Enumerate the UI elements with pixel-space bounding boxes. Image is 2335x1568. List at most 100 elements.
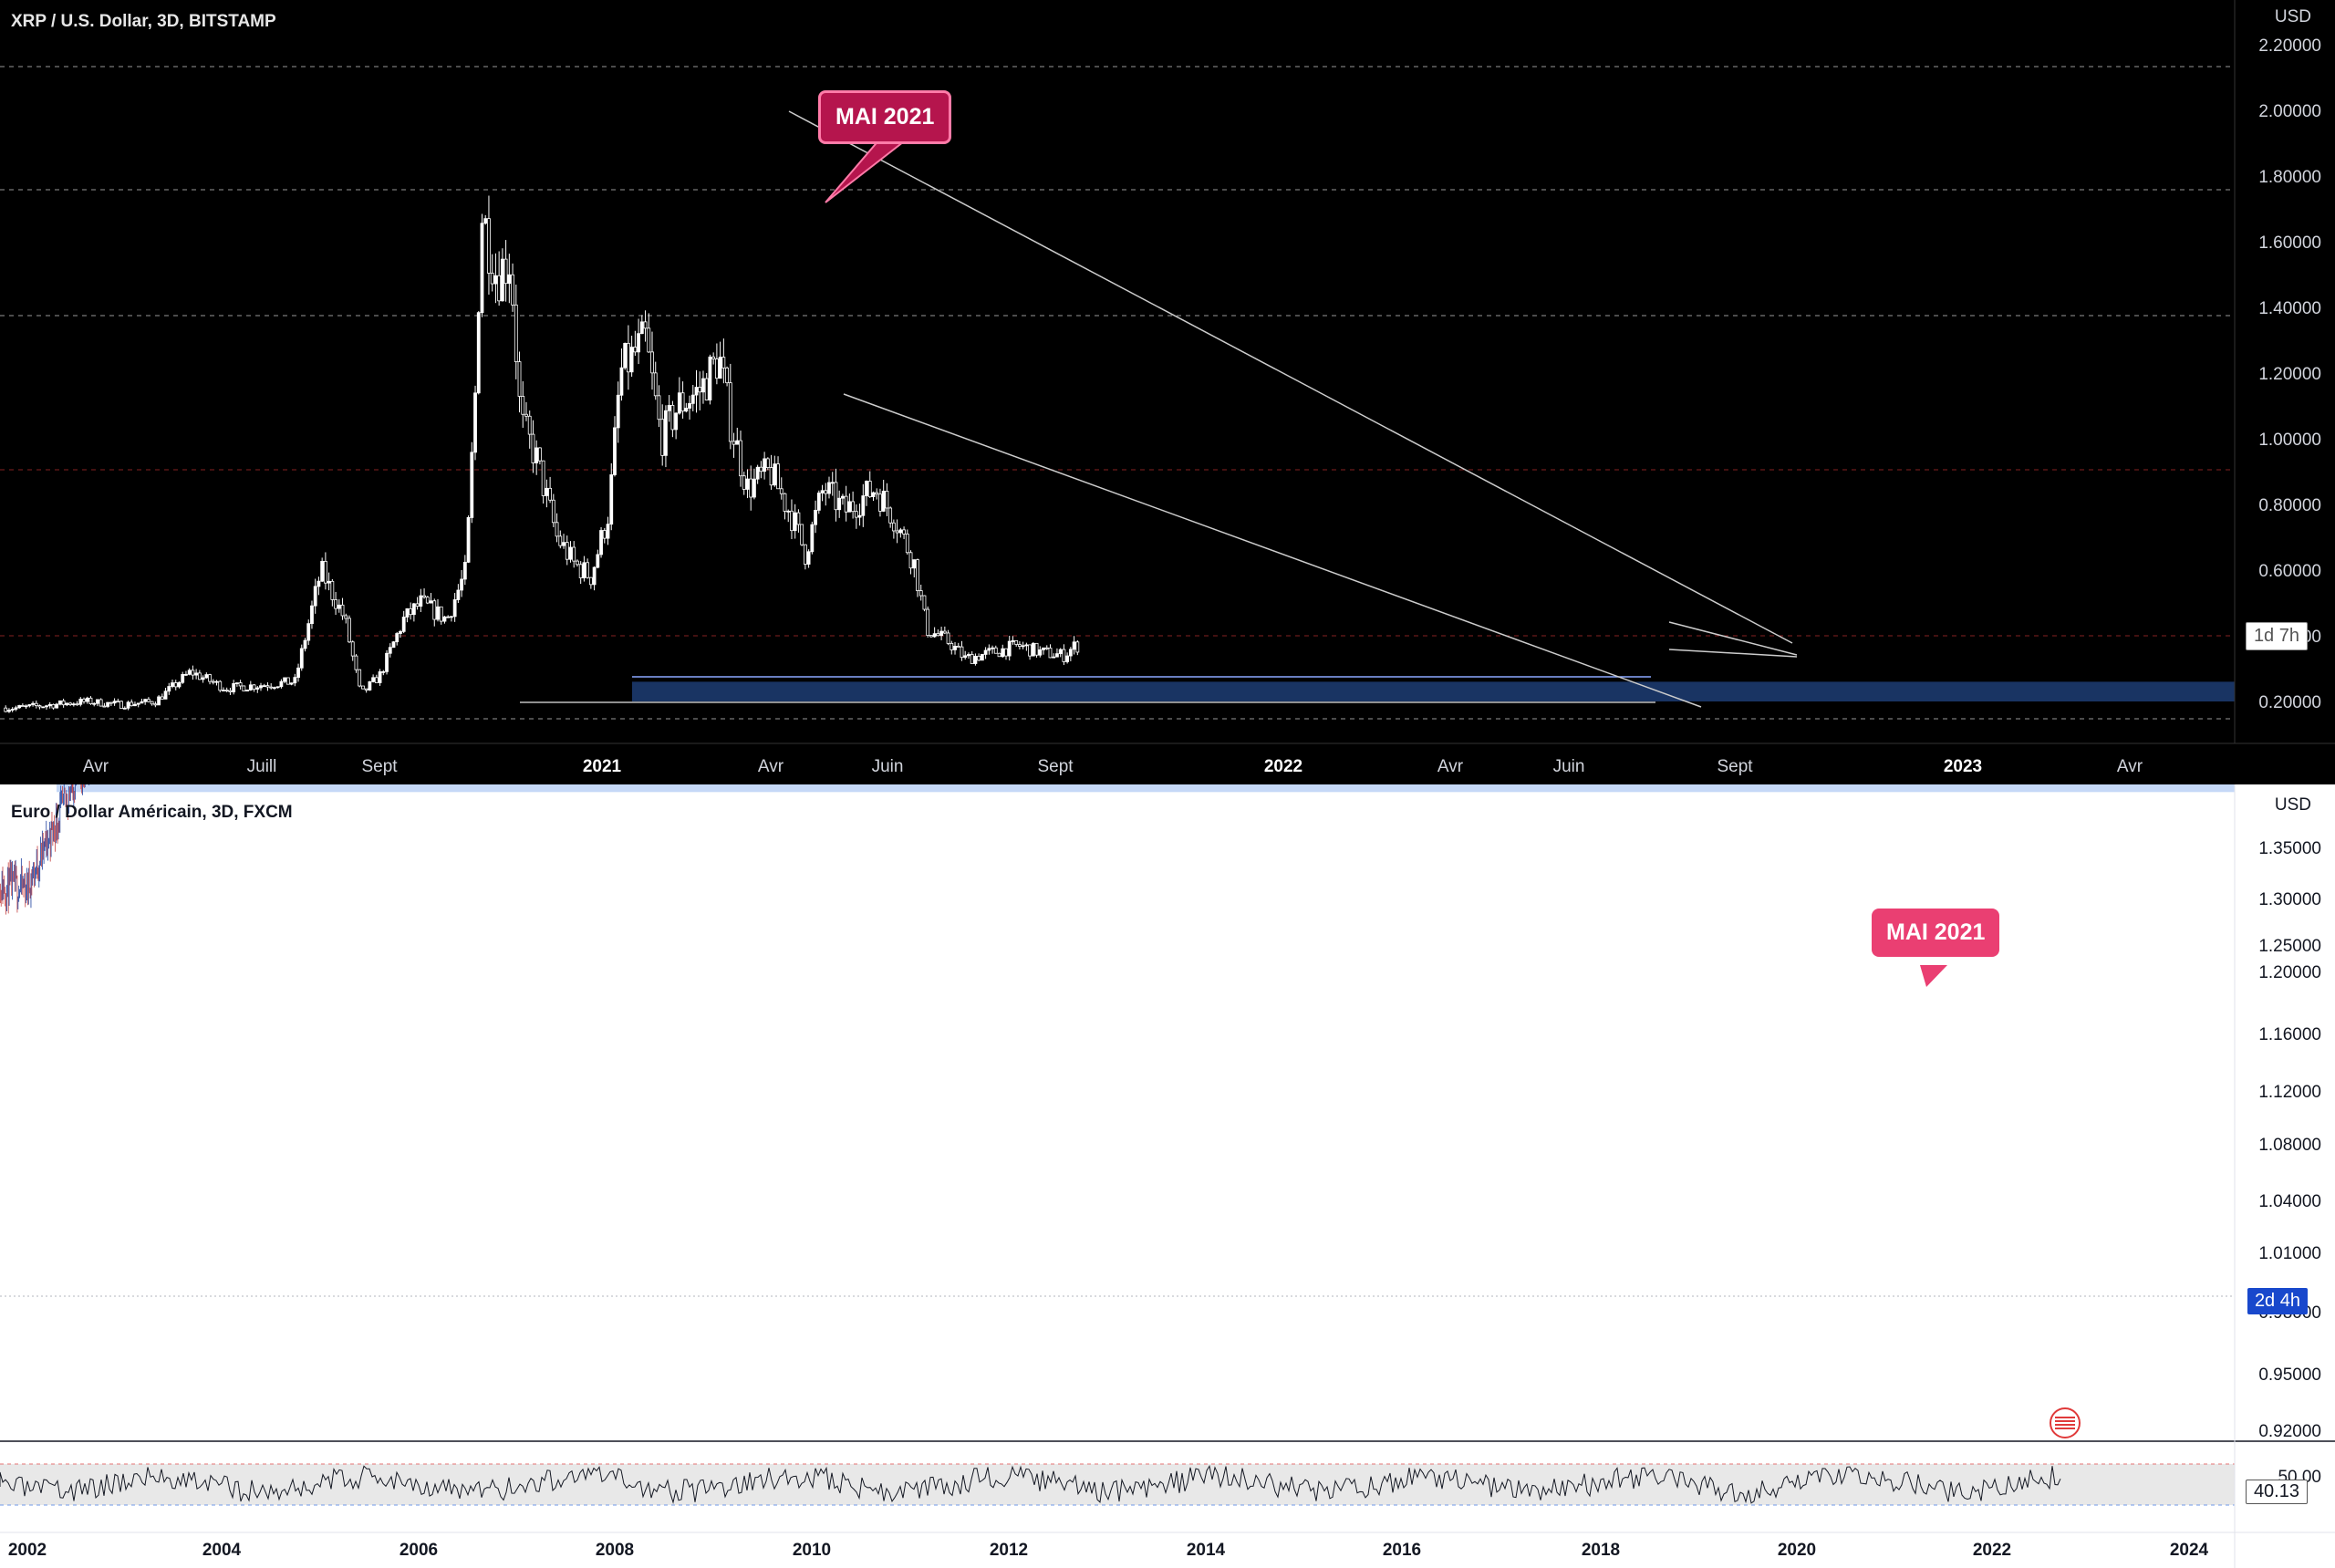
xrp-candle <box>473 392 477 453</box>
xrp-candle <box>480 223 484 314</box>
xrp-chart-legend: XRP / U.S. Dollar, 3D, BITSTAMP <box>11 12 276 31</box>
xrp-candle <box>378 671 382 683</box>
xrp-candle <box>755 466 760 480</box>
xrp-candle <box>629 347 634 373</box>
xrp-time-tick-label: 2021 <box>583 757 622 776</box>
xrp-candle <box>820 490 825 493</box>
xrp-candle <box>483 218 488 224</box>
xrp-candle <box>599 530 603 556</box>
xrp-candle <box>232 683 236 692</box>
xrp-candle <box>891 522 896 532</box>
xrp-candle <box>262 685 266 688</box>
xrp-candle <box>306 623 311 641</box>
xrp-candle <box>619 367 624 396</box>
xrp-candle <box>296 667 300 679</box>
xrp-candle <box>395 633 400 643</box>
xrp-candle <box>1055 653 1059 658</box>
xrp-candle <box>749 478 753 498</box>
xrp-candle <box>82 699 86 702</box>
xrp-candle <box>71 703 76 706</box>
xrp-candle <box>252 684 256 690</box>
eurusd-time-tick-label: 2006 <box>400 1541 438 1560</box>
xrp-candle <box>592 566 597 586</box>
eurusd-time-tick-label: 2008 <box>596 1541 634 1560</box>
xrp-candle <box>810 524 815 553</box>
xrp-candle <box>827 482 831 494</box>
xrp-candle <box>24 705 28 708</box>
xrp-candle <box>1034 642 1039 656</box>
eurusd-chart-pane[interactable]: 50.000.920000.950000.980001.010001.04000… <box>0 784 2335 1568</box>
xrp-candle <box>867 481 872 498</box>
eurusd-time-tick-label: 2022 <box>1973 1541 2011 1560</box>
xrp-candle <box>725 367 729 384</box>
us-flag-icon[interactable] <box>2050 1407 2081 1438</box>
xrp-price-tick-label: 2.00000 <box>2258 102 2321 121</box>
xrp-candle <box>902 529 906 535</box>
eurusd-price-tick-label: 1.01000 <box>2258 1244 2321 1263</box>
xrp-candle <box>609 474 614 525</box>
xrp-candle <box>865 481 868 496</box>
xrp-time-tick-label: Avr <box>1437 757 1464 776</box>
xrp-candle <box>313 586 317 607</box>
xrp-candle <box>92 702 97 705</box>
xrp-candle <box>452 599 457 618</box>
xrp-candle <box>99 699 103 707</box>
xrp-candle <box>119 701 123 710</box>
xrp-candle <box>289 682 294 685</box>
xrp-candle <box>126 701 130 709</box>
xrp-candle <box>568 546 573 560</box>
xrp-candle <box>576 560 579 566</box>
xrp-candle <box>650 351 654 374</box>
xrp-candle <box>285 677 290 685</box>
eurusd-callout-pointer <box>1920 965 1947 987</box>
xrp-candle <box>4 707 8 712</box>
xrp-candle <box>776 463 780 490</box>
xrp-candle <box>85 697 89 702</box>
xrp-candle <box>1065 655 1070 662</box>
xrp-candle <box>783 493 787 512</box>
xrp-candle <box>391 641 396 649</box>
xrp-candle <box>273 687 276 690</box>
xrp-candle <box>334 599 337 609</box>
xrp-candle <box>565 542 569 560</box>
xrp-candle <box>824 490 828 494</box>
xrp-candle <box>1031 642 1035 657</box>
xrp-candle <box>490 273 494 285</box>
xrp-candle <box>881 491 886 512</box>
xrp-candle <box>895 530 899 534</box>
xrp-candle <box>259 685 263 689</box>
xrp-candle <box>548 487 552 501</box>
xrp-candle <box>348 618 351 643</box>
xrp-candle <box>283 677 287 682</box>
xrp-candle <box>497 275 502 302</box>
xrp-candle <box>732 441 736 445</box>
xrp-candle <box>1042 647 1045 650</box>
xrp-candle <box>14 707 18 710</box>
xrp-candle <box>1048 648 1053 659</box>
xrp-price-tick-label: 1.80000 <box>2258 168 2321 187</box>
xrp-candle <box>456 589 461 600</box>
xrp-candle <box>405 607 410 618</box>
xrp-candle <box>1072 641 1076 650</box>
xrp-candle <box>55 703 59 709</box>
xrp-candle <box>265 685 270 688</box>
xrp-callout-pointer <box>825 138 910 203</box>
xrp-candle <box>194 672 199 676</box>
xrp-candle <box>446 616 451 618</box>
xrp-candle <box>684 408 689 412</box>
xrp-chart-canvas[interactable]: 0.200000.400000.600000.800001.000001.200… <box>0 0 2335 784</box>
xrp-candle <box>912 559 917 569</box>
eurusd-chart-canvas[interactable]: 50.000.920000.950000.980001.010001.04000… <box>0 784 2335 1568</box>
xrp-candle <box>1044 647 1049 649</box>
xrp-candle <box>234 682 239 684</box>
xrp-candle <box>442 616 447 622</box>
xrp-candle <box>173 682 178 688</box>
xrp-candle <box>1068 649 1073 657</box>
xrp-candle <box>214 680 219 683</box>
xrp-chart-pane[interactable]: 0.200000.400000.600000.800001.000001.200… <box>0 0 2335 784</box>
xrp-candle <box>939 630 944 637</box>
xrp-candle <box>47 703 52 707</box>
xrp-time-tick-label: Avr <box>83 757 109 776</box>
xrp-candle <box>796 512 801 525</box>
xrp-candle <box>763 458 767 472</box>
